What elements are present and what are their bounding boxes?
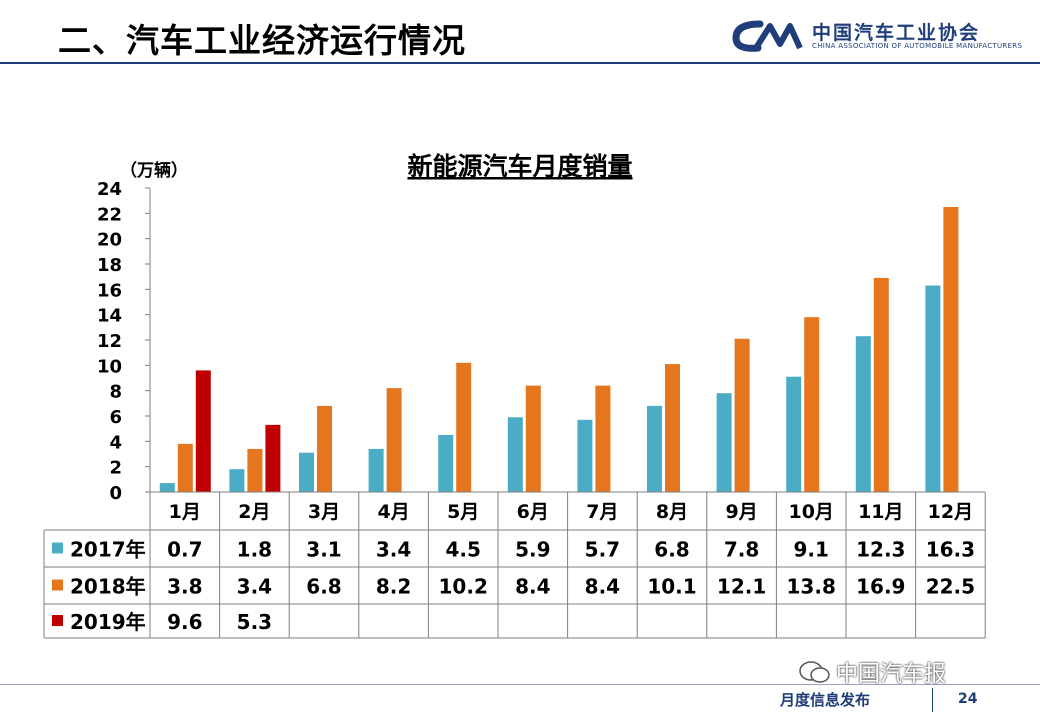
bar-2017年-8月 xyxy=(647,405,662,492)
y-tick-label: 12 xyxy=(97,331,122,352)
x-category-label: 9月 xyxy=(725,501,757,523)
footer-rule xyxy=(0,684,1040,685)
table-cell-value: 8.4 xyxy=(585,575,620,599)
footer-label: 月度信息发布 xyxy=(780,691,871,709)
table-cell-value: 6.8 xyxy=(654,538,689,562)
table-cell-value: 5.3 xyxy=(237,610,272,634)
legend-swatch-2018年 xyxy=(52,579,63,591)
table-cell-value: 3.1 xyxy=(306,538,341,562)
y-tick-label: 10 xyxy=(97,356,122,377)
bar-2018年-9月 xyxy=(734,338,750,492)
chart-title: 新能源汽车月度销量 xyxy=(407,152,632,181)
bar-2018年-7月 xyxy=(595,385,611,492)
table-cell-value: 9.6 xyxy=(167,610,202,634)
x-category-label: 2月 xyxy=(238,501,270,523)
page-number: 24 xyxy=(958,691,978,707)
legend-label: 2017年 xyxy=(70,538,146,562)
x-category-label: 12月 xyxy=(928,501,973,523)
table-cell-value: 7.8 xyxy=(724,538,759,562)
page-title: 二、汽车工业经济运行情况 xyxy=(58,21,466,60)
legend-label: 2018年 xyxy=(70,575,146,599)
y-tick-label: 14 xyxy=(97,306,122,327)
x-category-label: 1月 xyxy=(169,501,201,523)
y-tick-label: 22 xyxy=(97,204,122,225)
table-cell-value: 5.9 xyxy=(515,538,550,562)
table-cell-value: 0.7 xyxy=(167,538,202,562)
bar-2018年-5月 xyxy=(456,362,472,492)
table-cell-value: 9.1 xyxy=(793,538,828,562)
y-tick-label: 4 xyxy=(109,432,122,453)
bar-2018年-6月 xyxy=(525,385,541,492)
table-cell-value: 13.8 xyxy=(787,575,836,599)
table-cell-value: 8.2 xyxy=(376,575,411,599)
table-cell-value: 6.8 xyxy=(306,575,341,599)
logo-en-text: CHINA ASSOCIATION OF AUTOMOBILE MANUFACT… xyxy=(812,42,1023,50)
y-tick-label: 8 xyxy=(109,382,122,403)
bar-2017年-12月 xyxy=(925,285,941,492)
bar-2017年-1月 xyxy=(159,483,175,492)
cam-logo-icon xyxy=(732,20,803,52)
x-category-label: 5月 xyxy=(447,501,479,523)
x-category-label: 8月 xyxy=(656,501,688,523)
table-cell-value: 1.8 xyxy=(237,538,272,562)
x-category-label: 6月 xyxy=(517,501,549,523)
table-cell-value: 5.7 xyxy=(585,538,620,562)
bar-2017年-10月 xyxy=(786,376,802,492)
header-rule xyxy=(0,62,1040,64)
bar-2017年-9月 xyxy=(716,393,732,492)
bar-2018年-8月 xyxy=(665,364,680,492)
logo-cn-text: 中国汽车工业协会 xyxy=(812,22,981,44)
bar-2017年-4月 xyxy=(368,448,384,492)
y-tick-label: 16 xyxy=(97,280,122,301)
legend-swatch-2017年 xyxy=(52,542,63,554)
footer-divider xyxy=(932,688,933,712)
y-tick-label: 0 xyxy=(109,483,122,504)
logo: 中国汽车工业协会 CHINA ASSOCIATION OF AUTOMOBILE… xyxy=(730,16,1022,56)
bar-2017年-11月 xyxy=(855,336,871,492)
x-category-label: 11月 xyxy=(858,501,903,523)
bar-2019年-2月 xyxy=(265,424,281,492)
x-category-label: 3月 xyxy=(308,501,340,523)
wechat-icon xyxy=(799,661,830,683)
table-cell-value: 3.4 xyxy=(376,538,411,562)
bar-2018年-11月 xyxy=(873,277,889,492)
bar-2018年-3月 xyxy=(317,405,332,492)
table-cell-value: 4.5 xyxy=(445,538,480,562)
bar-2018年-4月 xyxy=(386,388,402,492)
table-cell-value: 16.3 xyxy=(926,538,975,562)
bar-2018年-12月 xyxy=(943,207,959,492)
table-cell-value: 8.4 xyxy=(515,575,550,599)
bar-2017年-3月 xyxy=(299,452,314,492)
legend-swatch-2019年 xyxy=(52,615,63,626)
watermark: 中国汽车报 xyxy=(836,662,947,687)
bar-2017年-6月 xyxy=(507,417,523,492)
x-category-label: 10月 xyxy=(788,501,833,523)
y-tick-label: 18 xyxy=(97,255,122,276)
bar-2017年-2月 xyxy=(229,469,245,492)
bar-2019年-1月 xyxy=(195,370,211,492)
table-cell-value: 12.1 xyxy=(717,575,766,599)
table-cell-value: 16.9 xyxy=(856,575,905,599)
table-cell-value: 3.8 xyxy=(167,575,202,599)
y-tick-label: 20 xyxy=(97,230,122,251)
table-cell-value: 10.1 xyxy=(647,575,696,599)
x-category-label: 4月 xyxy=(377,501,409,523)
bar-2018年-2月 xyxy=(247,448,263,492)
bar-2017年-5月 xyxy=(438,435,454,492)
y-axis-label: （万辆） xyxy=(120,160,188,181)
y-tick-label: 24 xyxy=(97,179,122,200)
y-tick-label: 6 xyxy=(109,407,122,428)
x-category-label: 7月 xyxy=(586,501,618,523)
y-tick-label: 2 xyxy=(109,458,122,479)
bar-2018年-10月 xyxy=(804,317,820,492)
table-cell-value: 22.5 xyxy=(926,575,975,599)
bar-2018年-1月 xyxy=(177,443,193,492)
table-cell-value: 10.2 xyxy=(439,575,488,599)
table-cell-value: 12.3 xyxy=(856,538,905,562)
bar-2017年-7月 xyxy=(577,419,593,492)
table-cell-value: 3.4 xyxy=(237,575,272,599)
legend-label: 2019年 xyxy=(70,610,146,634)
